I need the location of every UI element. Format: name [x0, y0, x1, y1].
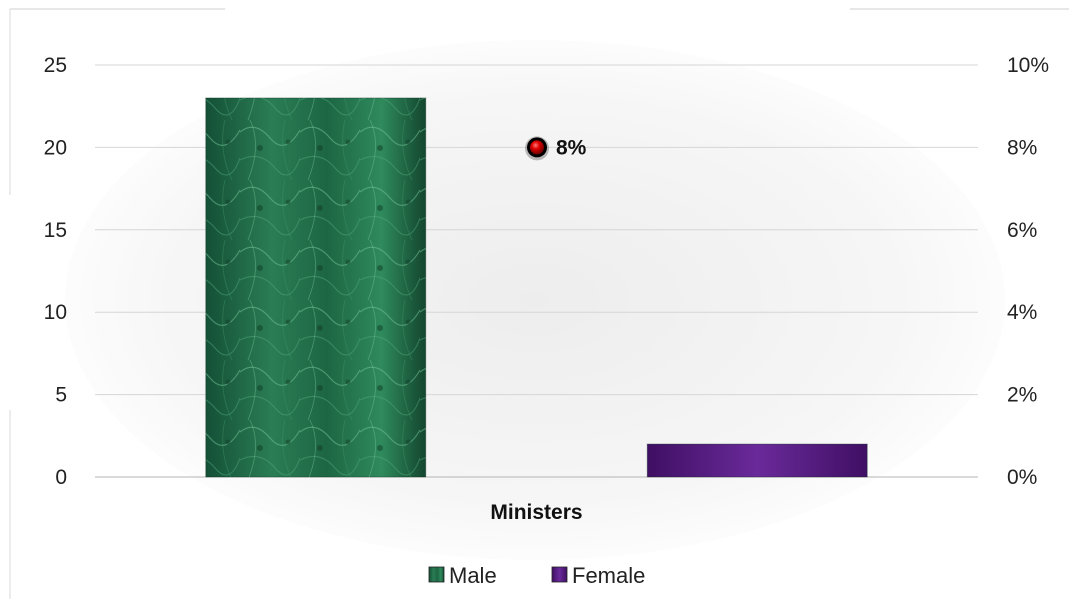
legend-item-female: Female [551, 563, 645, 588]
y-tick-label: 0 [55, 466, 67, 489]
legend-label: Female [572, 563, 645, 588]
y-tick-label: 25 [44, 54, 67, 77]
data-label: 8% [556, 136, 587, 159]
y-tick-label: 5 [55, 384, 67, 407]
y-tick-label: 20 [44, 136, 67, 159]
legend: Male Female [428, 563, 645, 588]
bars [205, 97, 868, 478]
y2-tick-label: 6% [1007, 219, 1037, 242]
y-axis-primary: 0 5 10 15 20 25 [44, 54, 67, 489]
x-axis: Ministers [490, 501, 582, 524]
points: 8% [525, 136, 587, 161]
y2-tick-label: 4% [1007, 301, 1037, 324]
legend-label: Male [449, 563, 497, 588]
category-label: Ministers [490, 501, 582, 524]
y-tick-label: 10 [44, 301, 67, 324]
y2-tick-label: 2% [1007, 384, 1037, 407]
y-axis-secondary: 0% 2% 4% 6% 8% 10% [1007, 54, 1049, 489]
percent-point [530, 140, 544, 155]
bar-texture [205, 97, 426, 478]
legend-swatch [428, 566, 445, 583]
y2-tick-label: 8% [1007, 136, 1037, 159]
legend-swatch [551, 566, 568, 583]
y2-tick-label: 10% [1007, 54, 1049, 77]
y-tick-label: 15 [44, 219, 67, 242]
legend-item-male: Male [428, 563, 497, 588]
bar-female [646, 443, 868, 478]
y2-tick-label: 0% [1007, 466, 1037, 489]
